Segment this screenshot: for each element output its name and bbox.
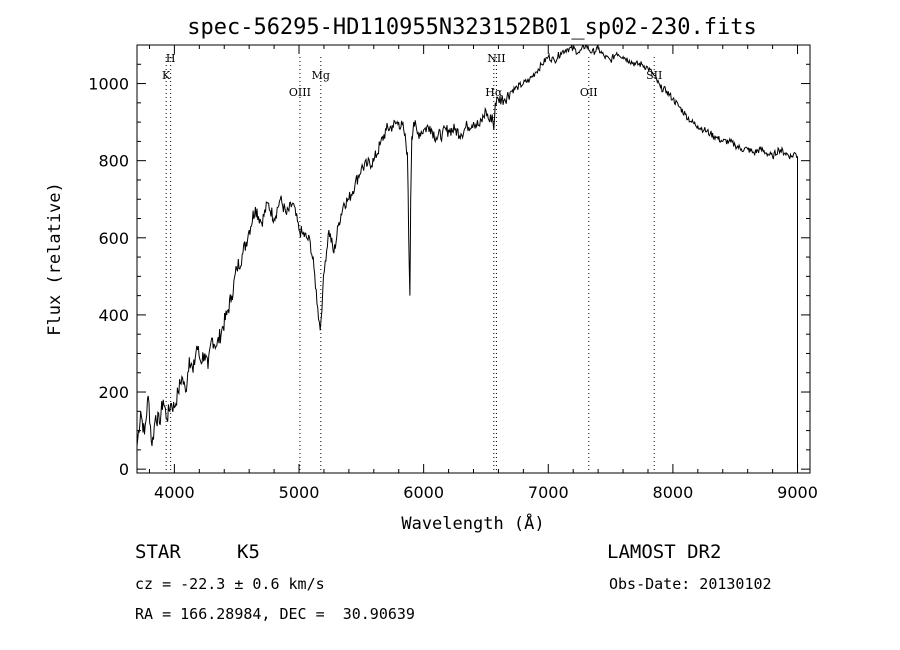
object-subclass: K5 [237,541,260,563]
line-marker-label: OIII [289,86,311,99]
obs-date: Obs-Date: 20130102 [609,575,772,593]
x-tick-label: 4000 [154,483,195,502]
x-tick-label: 5000 [279,483,320,502]
y-axis-label: Flux (relative) [45,182,65,336]
line-marker-label: Mg [312,69,330,82]
x-tick-label: 6000 [403,483,444,502]
object-class: STAR [135,541,181,563]
line-marker-label: H [166,52,176,65]
y-axis: 0 200 400 600 800 1000 [88,44,810,479]
x-axis: 4000 5000 6000 7000 8000 9000 [148,45,818,502]
x-tick-label: 8000 [653,483,694,502]
y-tick-label: 400 [98,306,129,325]
chart-title: spec-56295-HD110955N323152B01_sp02-230.f… [187,15,757,40]
line-marker-label: K [162,69,171,82]
redshift-text: cz = -22.3 ± 0.6 km/s [135,575,325,593]
y-tick-label: 1000 [88,75,129,94]
x-tick-label: 7000 [528,483,569,502]
coordinates: RA = 166.28984, DEC = 30.90639 [135,605,415,623]
y-tick-label: 0 [119,460,129,479]
line-marker-label: OII [580,86,598,99]
line-marker-label: NII [487,52,505,65]
y-tick-label: 600 [98,229,129,248]
y-tick-label: 800 [98,152,129,171]
spectrum-line [136,43,798,470]
line-marker-label: Hα [485,86,503,99]
survey-name: LAMOST DR2 [607,541,722,563]
x-axis-label: Wavelength (Å) [401,512,544,534]
y-tick-label: 200 [98,383,129,402]
x-tick-label: 9000 [777,483,818,502]
